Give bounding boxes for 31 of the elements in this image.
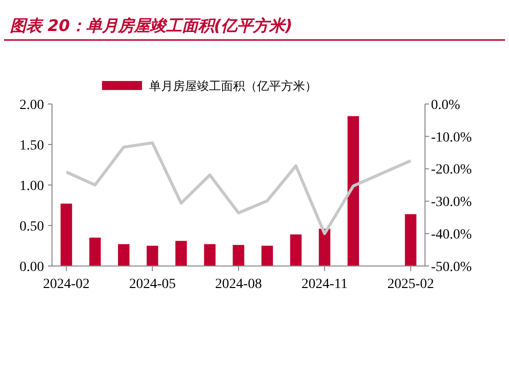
y2-tick-label: -40.0%	[431, 228, 472, 242]
bar	[290, 234, 302, 266]
y2-tick-label: 0.0%	[431, 98, 460, 113]
x-tick-label: 2024-08	[215, 277, 262, 292]
bar	[146, 246, 158, 266]
chart-title: 图表 20：单月房屋竣工面积(亿平方米)	[10, 16, 292, 35]
bar	[232, 244, 244, 266]
y2-tick-label: -20.0%	[431, 162, 472, 178]
x-tick-label: 2024-11	[302, 277, 348, 292]
y-tick-label: 2.00	[20, 98, 44, 113]
line-series	[64, 141, 412, 236]
bar	[60, 204, 72, 266]
bar	[118, 244, 130, 266]
y2-tick-label: -30.0%	[431, 195, 472, 210]
bar	[261, 246, 273, 266]
bar	[348, 116, 360, 266]
y-tick-label: 1.00	[20, 178, 44, 194]
bar	[318, 228, 330, 266]
y-tick-label: 1.50	[20, 138, 44, 154]
x-tick-label: 2024-02	[43, 277, 90, 292]
bar	[175, 240, 187, 266]
bar	[204, 244, 216, 266]
y2-tick-label: -10.0%	[431, 130, 472, 146]
x-tick-label: 2025-02	[387, 277, 434, 292]
legend-label: 单月房屋竣工面积（亿平方米）	[149, 79, 317, 94]
x-tick-label: 2024-05	[129, 277, 176, 292]
bar	[89, 238, 101, 266]
bar	[404, 214, 416, 266]
y2-tick-label: -50.0%	[431, 260, 472, 275]
y-tick-label: 0.50	[20, 219, 44, 234]
y-tick-label: 0.00	[20, 260, 44, 275]
